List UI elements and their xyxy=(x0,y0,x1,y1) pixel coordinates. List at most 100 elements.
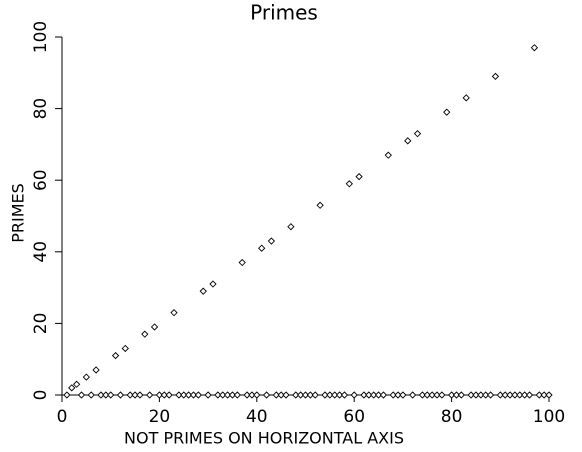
point xyxy=(462,94,470,102)
point xyxy=(379,391,388,399)
point xyxy=(87,391,95,399)
point xyxy=(219,391,227,399)
point xyxy=(175,391,183,399)
point xyxy=(370,391,378,399)
point xyxy=(413,130,422,138)
point xyxy=(491,72,500,81)
y-tick-label: 60 xyxy=(31,169,51,191)
point xyxy=(282,391,290,399)
point xyxy=(209,280,217,288)
point xyxy=(258,244,266,252)
point xyxy=(68,384,76,392)
x-tick-label: 60 xyxy=(343,407,365,427)
point xyxy=(287,223,295,231)
point xyxy=(223,391,232,399)
x-tick-label: 80 xyxy=(441,407,463,427)
point xyxy=(121,344,129,353)
point xyxy=(194,391,202,399)
point xyxy=(545,391,553,399)
point xyxy=(243,391,251,399)
point xyxy=(350,391,358,399)
point xyxy=(443,108,451,116)
point xyxy=(457,391,465,399)
point xyxy=(272,391,280,399)
point xyxy=(394,391,402,399)
point xyxy=(496,391,504,399)
point xyxy=(72,380,81,388)
y-tick-label: 20 xyxy=(31,313,51,335)
point xyxy=(482,391,490,399)
point xyxy=(409,391,417,399)
x-tick-label: 40 xyxy=(246,407,268,427)
point xyxy=(97,391,105,399)
point xyxy=(340,391,349,399)
point xyxy=(477,391,485,399)
point xyxy=(170,309,178,317)
point xyxy=(501,391,509,399)
point xyxy=(447,391,456,399)
point xyxy=(63,391,71,399)
x-axis-label: NOT PRIMES ON HORIZONTAL AXIS xyxy=(124,429,404,448)
point xyxy=(384,151,392,159)
point xyxy=(150,323,159,331)
point xyxy=(267,237,276,245)
point xyxy=(399,391,407,399)
point xyxy=(365,391,373,399)
point xyxy=(228,391,237,399)
point xyxy=(311,391,319,399)
point xyxy=(511,391,519,399)
point xyxy=(116,391,125,399)
point xyxy=(92,366,100,374)
point xyxy=(107,391,115,399)
point xyxy=(525,391,534,399)
point xyxy=(452,391,461,399)
point xyxy=(277,391,285,399)
point xyxy=(82,373,90,381)
point xyxy=(326,391,334,399)
point xyxy=(214,391,222,399)
y-tick-label: 0 xyxy=(31,390,51,401)
point xyxy=(184,391,193,399)
point xyxy=(296,391,305,399)
point xyxy=(77,391,86,399)
point xyxy=(199,287,207,295)
point xyxy=(165,391,173,399)
point xyxy=(438,391,446,399)
point xyxy=(189,391,198,399)
point xyxy=(306,391,315,399)
point xyxy=(360,391,368,399)
x-tick-label: 100 xyxy=(533,407,565,427)
point xyxy=(535,391,543,399)
point xyxy=(321,391,329,399)
point xyxy=(141,330,149,338)
point xyxy=(301,391,310,399)
point xyxy=(472,391,480,399)
point xyxy=(316,201,324,209)
y-tick-label: 100 xyxy=(31,21,51,53)
point xyxy=(516,391,524,399)
point xyxy=(262,391,271,399)
chart-title: Primes xyxy=(250,1,318,25)
point xyxy=(253,391,261,399)
point xyxy=(136,391,144,399)
point xyxy=(160,391,168,399)
point xyxy=(540,391,548,399)
point xyxy=(530,44,539,52)
point xyxy=(111,351,120,360)
point xyxy=(204,391,212,399)
point xyxy=(335,391,344,399)
point xyxy=(521,391,529,399)
y-tick-label: 80 xyxy=(31,98,51,120)
point xyxy=(428,391,436,399)
point xyxy=(238,258,246,267)
point xyxy=(404,137,412,145)
point xyxy=(433,391,441,399)
point xyxy=(292,391,300,399)
point xyxy=(331,391,339,399)
point xyxy=(423,391,431,399)
point xyxy=(146,391,154,399)
point xyxy=(126,391,134,399)
point xyxy=(418,391,427,399)
point xyxy=(248,391,256,399)
